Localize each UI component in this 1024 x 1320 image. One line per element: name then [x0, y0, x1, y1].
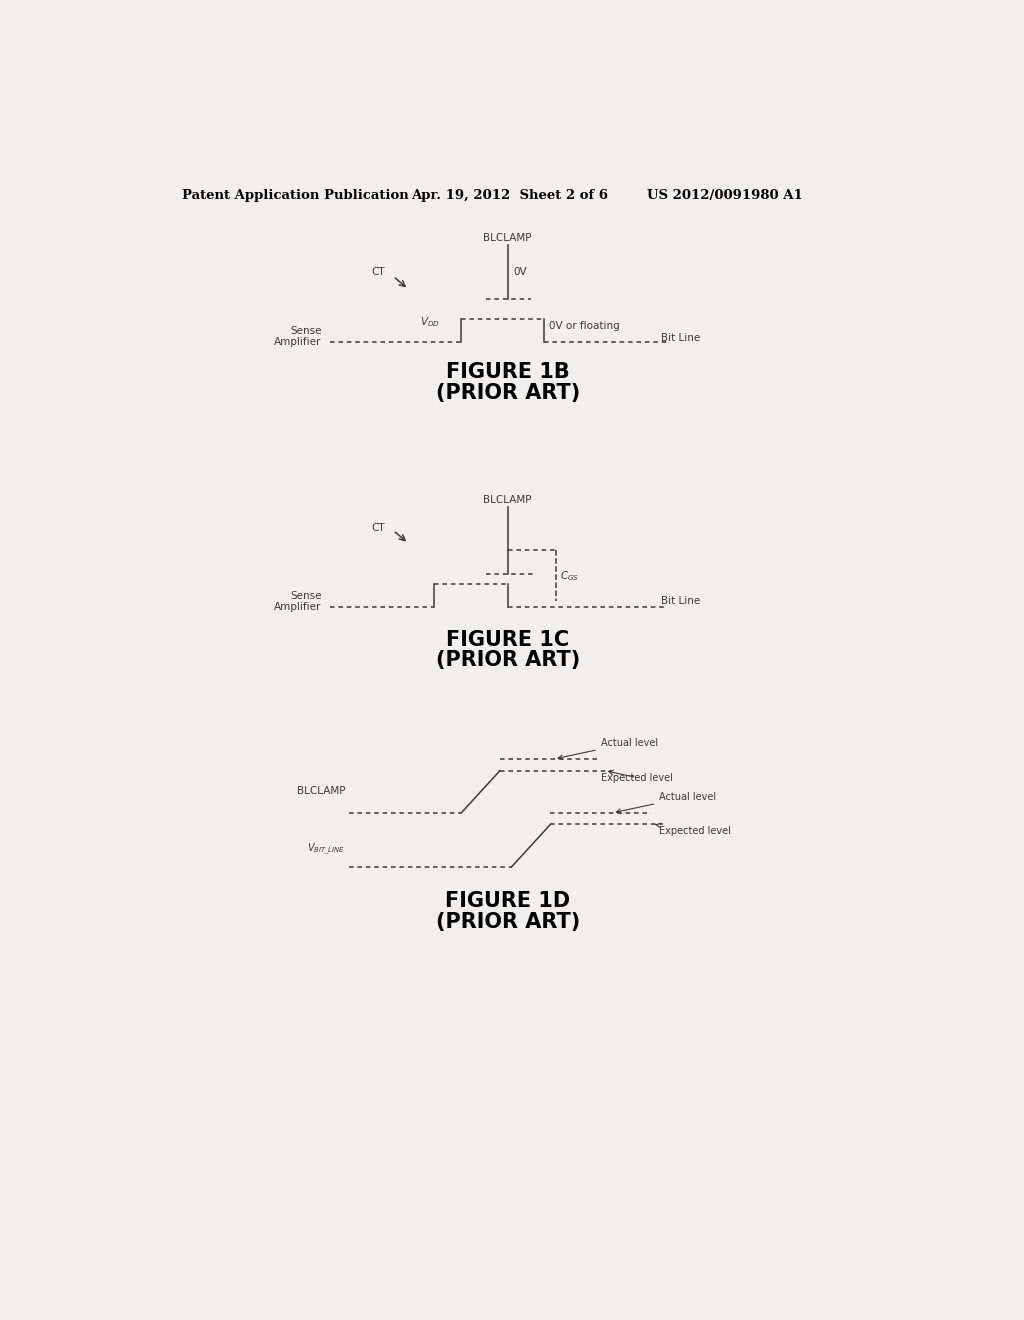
Text: (PRIOR ART): (PRIOR ART): [435, 912, 580, 932]
Text: Sense: Sense: [290, 326, 322, 335]
Text: $C_{GS}$: $C_{GS}$: [560, 570, 580, 583]
Text: FIGURE 1D: FIGURE 1D: [445, 891, 570, 911]
Text: Amplifier: Amplifier: [274, 602, 322, 611]
Text: (PRIOR ART): (PRIOR ART): [435, 383, 580, 403]
Text: Expected level: Expected level: [655, 824, 731, 837]
Text: US 2012/0091980 A1: US 2012/0091980 A1: [647, 189, 803, 202]
Text: FIGURE 1B: FIGURE 1B: [445, 363, 569, 383]
Text: CT: CT: [372, 523, 385, 533]
Text: 0V or floating: 0V or floating: [549, 321, 620, 331]
Text: $V_{BIT\_LINE}$: $V_{BIT\_LINE}$: [307, 841, 345, 857]
Text: Bit Line: Bit Line: [662, 597, 700, 606]
Text: BLCLAMP: BLCLAMP: [297, 787, 345, 796]
Text: BLCLAMP: BLCLAMP: [483, 234, 532, 243]
Text: Expected level: Expected level: [601, 770, 673, 783]
Text: Amplifier: Amplifier: [274, 337, 322, 347]
Text: Apr. 19, 2012  Sheet 2 of 6: Apr. 19, 2012 Sheet 2 of 6: [411, 189, 608, 202]
Text: Sense: Sense: [290, 591, 322, 601]
Text: Actual level: Actual level: [558, 738, 657, 759]
Text: Patent Application Publication: Patent Application Publication: [182, 189, 409, 202]
Text: FIGURE 1C: FIGURE 1C: [446, 630, 569, 649]
Text: $V_{DD}$: $V_{DD}$: [420, 315, 440, 330]
Text: Bit Line: Bit Line: [662, 333, 700, 343]
Text: (PRIOR ART): (PRIOR ART): [435, 651, 580, 671]
Text: 0V: 0V: [513, 268, 526, 277]
Text: CT: CT: [372, 268, 385, 277]
Text: Actual level: Actual level: [616, 792, 716, 813]
Text: BLCLAMP: BLCLAMP: [483, 495, 532, 506]
